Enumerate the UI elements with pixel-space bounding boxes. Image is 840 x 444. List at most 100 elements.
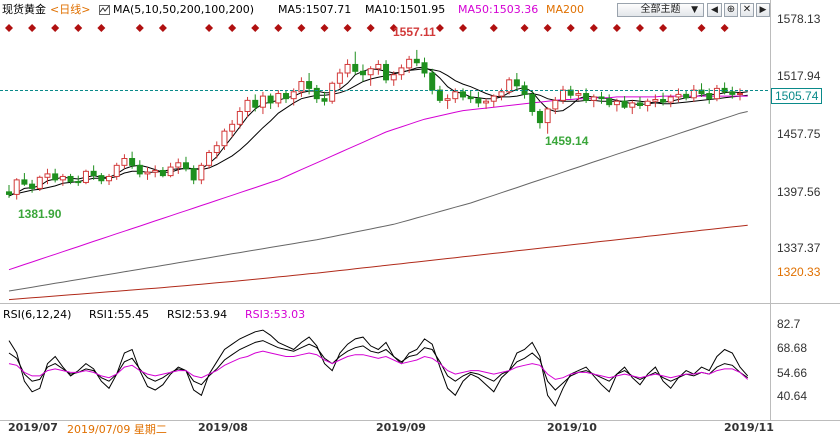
magnifier-icon: ⊕ (726, 4, 736, 15)
signal-marker (720, 24, 729, 32)
close-chart-button[interactable]: ✕ (740, 3, 754, 17)
signal-marker (520, 24, 529, 32)
candle (259, 91, 266, 115)
date-label-2019-11: 2019/11 (724, 421, 774, 434)
candle (383, 60, 390, 84)
signal-marker (612, 24, 621, 32)
candle (229, 120, 236, 138)
candle (213, 141, 220, 159)
candle (621, 96, 628, 109)
low-annotation: 1459.14 (545, 134, 589, 148)
close-icon: ✕ (742, 4, 752, 15)
candle (544, 107, 551, 134)
candle (536, 108, 543, 129)
candle (629, 100, 636, 115)
chart-header: 现货黄金 <日线> MA(5,10,50,200,100,200) MA5:15… (0, 0, 840, 20)
signal-marker (158, 24, 167, 32)
candle (406, 55, 413, 74)
series-line-ma10 (8, 68, 748, 195)
candle (121, 154, 128, 169)
signal-marker (566, 24, 575, 32)
signal-marker (489, 24, 498, 32)
rsi2-value: RSI2:53.94 (167, 308, 228, 321)
theme-dropdown[interactable]: 全部主题 ▼ (617, 3, 704, 17)
signal-marker (389, 24, 398, 32)
candle (436, 85, 443, 103)
candle (98, 173, 105, 185)
candle (6, 185, 12, 198)
signal-marker (228, 24, 237, 32)
candle (359, 64, 366, 82)
candle (567, 85, 574, 99)
high-annotation: 1557.11 (393, 25, 436, 39)
candle (182, 156, 189, 172)
candle (267, 93, 274, 109)
toolbar-right-arrow-button[interactable]: ▶ (756, 3, 770, 17)
candle (198, 162, 205, 185)
date-label-2019-10: 2019/10 (547, 421, 597, 434)
signal-marker (458, 24, 467, 32)
signal-marker (589, 24, 598, 32)
zoom-button[interactable]: ⊕ (724, 3, 738, 17)
candle (329, 81, 336, 104)
candle (82, 169, 89, 185)
signal-marker (659, 24, 668, 32)
candle (660, 92, 667, 106)
candle (552, 96, 559, 115)
candle (167, 162, 174, 178)
candle (513, 73, 520, 91)
candle (144, 167, 151, 180)
series-line-ma200 (8, 224, 748, 301)
ma200-label: MA200 (546, 3, 585, 16)
candle (675, 88, 682, 103)
candle (652, 94, 659, 108)
candle (290, 88, 297, 106)
candle (506, 77, 513, 95)
candle (275, 90, 282, 108)
candle (21, 173, 28, 186)
rsi-tick-1: 82.7 (777, 317, 801, 331)
rsi-line-rsi3 (8, 350, 749, 380)
current-price-label: 1505.74 (771, 88, 823, 104)
candle (44, 168, 51, 185)
rsi-tick-4: 40.64 (777, 389, 808, 403)
y-tick-5: 1337.37 (777, 241, 821, 255)
chevron-down-icon: ▼ (691, 5, 698, 15)
rsi3-value: RSI3:53.03 (245, 308, 306, 321)
chart-type-icon[interactable] (99, 5, 110, 15)
date-label-2019-08: 2019/08 (198, 421, 248, 434)
candle (321, 91, 328, 106)
candle (729, 86, 736, 99)
y-tick-4: 1397.56 (777, 185, 821, 199)
signal-marker (74, 24, 83, 32)
candle (75, 175, 82, 186)
candle (175, 158, 182, 174)
signal-marker (51, 24, 60, 32)
candle (598, 91, 605, 104)
signal-marker (366, 24, 375, 32)
candle (129, 151, 136, 169)
period-label[interactable]: <日线> (50, 3, 91, 16)
candle (36, 175, 43, 191)
candle (67, 173, 74, 185)
rsi1-value: RSI1:55.45 (89, 308, 150, 321)
candle (613, 98, 620, 112)
signal-marker (205, 24, 214, 32)
candle (706, 88, 713, 104)
candle (244, 96, 251, 118)
candle (690, 84, 697, 103)
candle (352, 51, 359, 75)
candle (575, 90, 582, 101)
candle (344, 59, 351, 78)
candle (52, 168, 59, 183)
toolbar-left-arrow-button[interactable]: ◀ (707, 3, 722, 17)
symbol-name: 现货黄金 (2, 3, 46, 16)
signal-marker (28, 24, 37, 32)
rsi-tick-2: 68.68 (777, 341, 808, 355)
candle (483, 98, 490, 109)
signal-marker (343, 24, 352, 32)
signal-marker (5, 24, 13, 32)
candle (283, 90, 290, 103)
candle (390, 71, 397, 86)
